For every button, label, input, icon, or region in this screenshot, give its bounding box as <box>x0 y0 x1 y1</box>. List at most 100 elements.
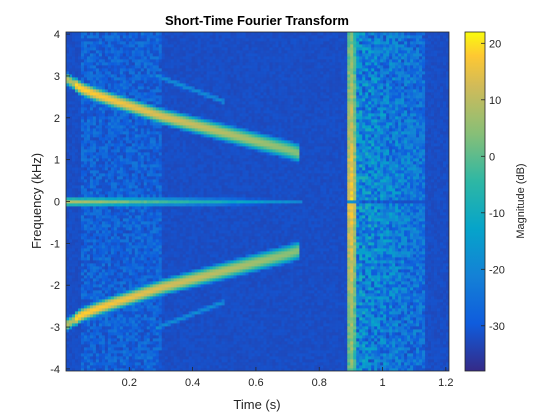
heatmap-cell <box>188 356 193 360</box>
heatmap-cell <box>128 119 133 123</box>
heatmap-cell <box>182 275 187 279</box>
heatmap-cell <box>167 38 172 42</box>
heatmap-cell <box>74 119 79 123</box>
heatmap-cell <box>113 365 118 369</box>
heatmap-cell <box>188 335 193 339</box>
heatmap-cell <box>92 269 97 273</box>
heatmap-cell <box>86 284 91 288</box>
heatmap-cell <box>128 125 133 129</box>
heatmap-cell <box>110 332 115 336</box>
heatmap-cell <box>164 125 169 129</box>
heatmap-cell <box>68 287 73 291</box>
heatmap-cell <box>173 185 178 189</box>
heatmap-cell <box>149 188 154 192</box>
heatmap-cell <box>125 185 130 189</box>
heatmap-cell <box>179 275 184 279</box>
heatmap-cell <box>131 287 136 291</box>
heatmap-cell <box>152 134 157 138</box>
heatmap-cell <box>128 281 133 285</box>
heatmap-cell <box>92 251 97 255</box>
heatmap-cell <box>173 131 178 135</box>
heatmap-cell <box>86 89 91 93</box>
heatmap-cell <box>185 107 190 111</box>
heatmap-cell <box>98 353 103 357</box>
heatmap-cell <box>122 212 127 216</box>
heatmap-cell <box>98 119 103 123</box>
heatmap-cell <box>110 299 115 303</box>
heatmap-cell <box>74 125 79 129</box>
heatmap-cell <box>167 107 172 111</box>
heatmap-cell <box>194 242 199 246</box>
heatmap-cell <box>170 266 175 270</box>
heatmap-cell <box>125 47 130 51</box>
heatmap-cell <box>137 362 142 366</box>
heatmap-cell <box>173 323 178 327</box>
heatmap-cell <box>95 200 100 204</box>
heatmap-cell <box>152 332 157 336</box>
heatmap-cell <box>101 38 106 42</box>
heatmap-cell <box>188 320 193 324</box>
heatmap-cell <box>68 128 73 132</box>
heatmap-cell <box>134 263 139 267</box>
heatmap-cell <box>110 194 115 198</box>
heatmap-cell <box>182 122 187 126</box>
heatmap-cell <box>167 137 172 141</box>
heatmap-cell <box>110 293 115 297</box>
heatmap-cell <box>89 194 94 198</box>
heatmap-cell <box>161 311 166 315</box>
heatmap-cell <box>95 356 100 360</box>
heatmap-cell <box>155 215 160 219</box>
heatmap-cell <box>164 149 169 153</box>
heatmap-cell <box>167 278 172 282</box>
heatmap-cell <box>194 338 199 342</box>
heatmap-cell <box>89 254 94 258</box>
heatmap-cell <box>104 182 109 186</box>
heatmap-cell <box>137 56 142 60</box>
heatmap-cell <box>170 53 175 57</box>
heatmap-cell <box>122 296 127 300</box>
heatmap-cell <box>158 107 163 111</box>
heatmap-cell <box>110 278 115 282</box>
heatmap-cell <box>188 113 193 117</box>
heatmap-cell <box>128 320 133 324</box>
heatmap-cell <box>95 212 100 216</box>
heatmap-cell <box>125 263 130 267</box>
heatmap-cell <box>107 260 112 264</box>
heatmap-cell <box>107 215 112 219</box>
heatmap-cell <box>80 35 85 39</box>
heatmap-cell <box>176 317 181 321</box>
heatmap-cell <box>128 236 133 240</box>
heatmap-cell <box>182 341 187 345</box>
heatmap-cell <box>83 230 88 234</box>
heatmap-cell <box>119 359 124 363</box>
heatmap-cell <box>134 254 139 258</box>
heatmap-cell <box>149 53 154 57</box>
heatmap-cell <box>140 323 145 327</box>
heatmap-cell <box>164 134 169 138</box>
heatmap-cell <box>74 362 79 366</box>
heatmap-cell <box>143 290 148 294</box>
heatmap-cell <box>182 152 187 156</box>
heatmap-cell <box>155 308 160 312</box>
heatmap-cell <box>101 266 106 270</box>
heatmap-cell <box>152 80 157 84</box>
heatmap-cell <box>68 122 73 126</box>
heatmap-cell <box>134 344 139 348</box>
heatmap-cell <box>66 299 70 303</box>
heatmap-cell <box>92 35 97 39</box>
heatmap-cell <box>98 188 103 192</box>
heatmap-cell <box>116 299 121 303</box>
heatmap-cell <box>92 335 97 339</box>
heatmap-cell <box>107 62 112 66</box>
heatmap-cell <box>74 296 79 300</box>
heatmap-cell <box>143 128 148 132</box>
heatmap-cell <box>149 50 154 54</box>
heatmap-cell <box>119 116 124 120</box>
heatmap-cell <box>80 326 85 330</box>
heatmap-cell <box>167 323 172 327</box>
heatmap-cell <box>179 338 184 342</box>
heatmap-cell <box>128 359 133 363</box>
heatmap-cell <box>173 224 178 228</box>
heatmap-cell <box>80 170 85 174</box>
heatmap-cell <box>113 110 118 114</box>
